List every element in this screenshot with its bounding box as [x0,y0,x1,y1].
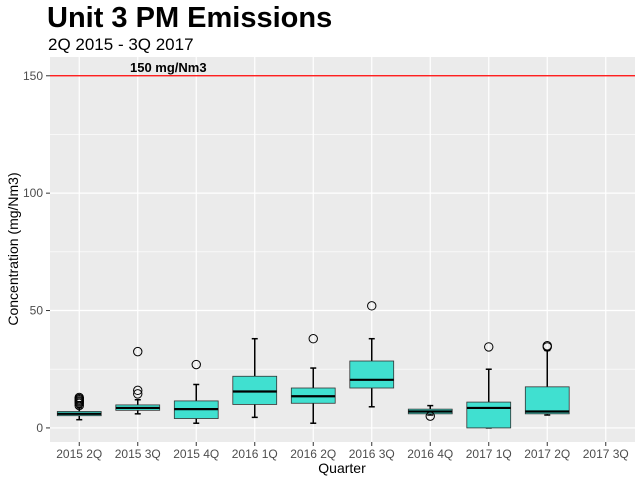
chart-subtitle: 2Q 2015 - 3Q 2017 [48,35,194,54]
outlier-point [308,334,318,344]
outlier-point [74,392,84,403]
boxplot-2015-2q [56,392,102,421]
x-tick-label: 2016 3Q [349,447,395,461]
y-tick-label: 100 [23,186,43,200]
x-tick-label: 2016 1Q [232,447,278,461]
axes: 0 50 100 150 2015 2Q 2015 3Q 2015 4Q 2016 1Q 201… [23,69,629,461]
x-tick-label: 2016 2Q [290,447,336,461]
boxplot-2016-1q [232,337,278,419]
reference-line-group: 150 mg/Nm3 [50,60,635,77]
boxplot-2015-4q [173,359,219,424]
plot-panel [50,57,635,442]
boxplot-2016-3q [349,301,395,408]
box-iqr [524,386,570,415]
outlier-point [191,359,201,370]
boxplot-2017-1q [466,342,512,429]
outlier-point [367,301,377,311]
y-tick-label: 50 [30,304,44,318]
boxplot-2015-3q [115,346,161,415]
outlier-point [133,385,143,396]
chart-title: Unit 3 PM Emissions [47,2,333,34]
box-iqr [466,401,512,429]
outlier-point [133,346,143,357]
boxplot-2017-2q [524,341,570,416]
boxplot-2016-2q [290,334,336,424]
x-tick-label: 2017 3Q [583,447,629,461]
x-tick-label: 2017 1Q [466,447,512,461]
box-iqr [232,375,278,405]
x-tick-label: 2015 2Q [56,447,102,461]
x-axis-title: Quarter [318,460,366,476]
boxplot-2016-4q [407,404,453,421]
box-iqr [349,360,395,389]
outlier-point [484,342,494,352]
boxplots [56,301,570,429]
reference-line-label: 150 mg/Nm3 [130,60,207,75]
outlier-point [425,411,435,421]
y-axis-title: Concentration (mg/Nm3) [5,172,21,325]
y-tick-label: 0 [36,421,43,435]
outlier-point [133,389,143,399]
x-tick-label: 2016 4Q [407,447,453,461]
y-tick-label: 150 [23,69,43,83]
x-tick-label: 2015 4Q [173,447,219,461]
x-tick-label: 2017 2Q [524,447,570,461]
outlier-point [542,341,552,351]
x-tick-label: 2015 3Q [115,447,161,461]
